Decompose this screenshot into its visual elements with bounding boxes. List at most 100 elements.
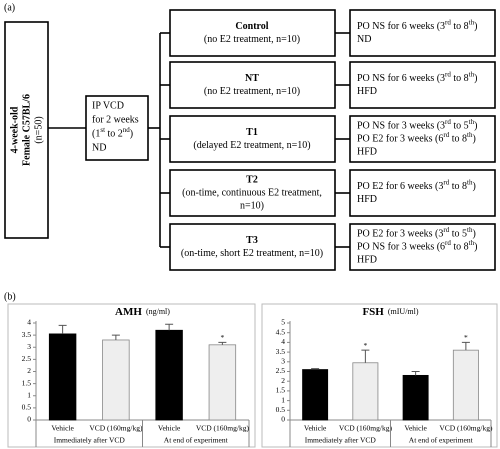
y-tick-label: 4 (27, 318, 31, 327)
x-tick-label: Vehicle (158, 424, 181, 433)
y-tick-label: 2 (281, 376, 285, 385)
significance: * (221, 333, 225, 342)
group-name: T2 (246, 174, 258, 185)
outcome-box (349, 61, 496, 109)
outcome-line: HFD (357, 194, 377, 205)
group-desc: (delayed E2 treatment, n=10) (193, 140, 310, 151)
chart-title: FSH (mIU/ml) (362, 306, 418, 318)
y-tick-label: 3 (281, 357, 285, 366)
group-desc: (no E2 treatment, n=10) (204, 86, 300, 97)
group-desc: (no E2 treatment, n=10) (204, 34, 300, 45)
y-tick-label: 2.5 (276, 366, 286, 375)
outcome-line: PO NS for 6 weeks (3rd to 8th) (357, 70, 477, 84)
outcome-line: ND (357, 34, 371, 45)
group-name: NT (245, 73, 259, 84)
y-tick-label: 0.5 (22, 403, 32, 412)
y-tick-label: 0.5 (276, 405, 286, 414)
group-name: T3 (246, 235, 258, 246)
group-box (169, 61, 336, 109)
error-bar (311, 368, 320, 370)
outcome-box (349, 115, 496, 163)
x-tick-label: Vehicle (404, 424, 427, 433)
title-text: AMH (115, 306, 142, 318)
group-desc: n=10) (240, 200, 264, 211)
source-line: Female C57BL/6 (21, 94, 32, 166)
group-label: At end of experiment (409, 436, 474, 445)
outcome-line: PO NS for 3 weeks (6rd to 8th) (357, 239, 477, 253)
group-desc: (on-time, short E2 treatment, n=10) (181, 248, 323, 259)
y-tick-label: 5 (281, 318, 285, 327)
title-unit: (mIU/ml) (388, 307, 419, 316)
group-name: Control (235, 21, 268, 32)
bar (452, 349, 479, 421)
error-bar (58, 324, 67, 334)
bar (302, 369, 329, 421)
chart-title: AMH (ng/ml) (115, 306, 170, 318)
y-tick-label: 1.5 (276, 386, 286, 395)
y-tick-label: 0 (27, 415, 31, 424)
induction-line: IP VCD (92, 100, 124, 111)
source-note: (n=50) (33, 116, 44, 143)
outcome-line: HFD (357, 146, 377, 157)
significance: * (364, 341, 368, 350)
y-tick-label: 1 (27, 390, 31, 399)
x-tick-label: VCD (160mg/kg) (196, 424, 250, 433)
bar (102, 339, 130, 421)
outcome-line: HFD (357, 86, 377, 97)
bar (352, 362, 379, 421)
bar (208, 344, 237, 421)
group-name: T1 (246, 127, 258, 138)
group-desc: (on-time, continuous E2 treatment, (182, 187, 322, 198)
group-label: At end of experiment (164, 436, 229, 445)
y-tick-label: 4 (281, 337, 285, 346)
error-bar (165, 323, 174, 331)
panel-label: (a) (4, 2, 15, 13)
error-bar (461, 341, 470, 351)
induction-line: for 2 weeks (92, 114, 139, 125)
outcome-box (349, 169, 496, 217)
y-tick-label: 1 (281, 395, 285, 404)
outcome-line: PO E2 for 6 weeks (3rd to 8th) (357, 178, 476, 192)
source-box (4, 21, 49, 239)
group-box (169, 9, 336, 57)
y-tick-label: 3.5 (22, 330, 32, 339)
y-tick-label: 2 (27, 366, 31, 375)
bar (402, 374, 429, 421)
y-tick-label: 3 (27, 342, 31, 351)
outcome-box (349, 223, 496, 271)
x-tick-label: VCD (160mg/kg) (89, 424, 143, 433)
group-box (169, 169, 336, 217)
x-tick-label: Vehicle (304, 424, 327, 433)
error-bar (218, 341, 227, 345)
x-tick-label: VCD (160mg/kg) (339, 424, 393, 433)
induction-box (85, 95, 149, 161)
group-box (169, 223, 336, 271)
group-label: Immediately after VCD (305, 436, 377, 445)
bar (155, 329, 183, 421)
error-bar (361, 349, 370, 363)
outcome-box (349, 9, 496, 57)
y-tick-label: 0 (281, 415, 285, 424)
outcome-line: HFD (357, 254, 377, 265)
outcome-line: PO E2 for 3 weeks (6rd to 8th) (357, 131, 476, 145)
y-tick-label: 4.5 (276, 327, 286, 336)
group-label: Immediately after VCD (54, 436, 126, 445)
outcome-line: PO NS for 3 weeks (3rd to 5th) (357, 118, 477, 132)
significance: * (464, 333, 468, 342)
y-tick-label: 1.5 (22, 378, 32, 387)
y-tick-label: 2.5 (22, 354, 32, 363)
x-tick-label: Vehicle (51, 424, 74, 433)
outcome-line: PO E2 for 3 weeks (3rd to 5th) (357, 226, 476, 240)
outcome-line: PO NS for 6 weeks (3rd to 8th) (357, 18, 477, 32)
title-unit: (ng/ml) (146, 307, 170, 316)
x-tick-label: VCD (160mg/kg) (439, 424, 493, 433)
y-tick-label: 3.5 (276, 347, 286, 356)
source-line: 4-week-old (9, 106, 20, 153)
induction-line: ND (92, 142, 106, 153)
panel-label: (b) (4, 291, 16, 302)
source-text: 4-week-old Female C57BL/6 (n=50) (9, 94, 44, 166)
title-text: FSH (362, 306, 384, 318)
bar (48, 333, 77, 421)
error-bar (411, 371, 420, 376)
